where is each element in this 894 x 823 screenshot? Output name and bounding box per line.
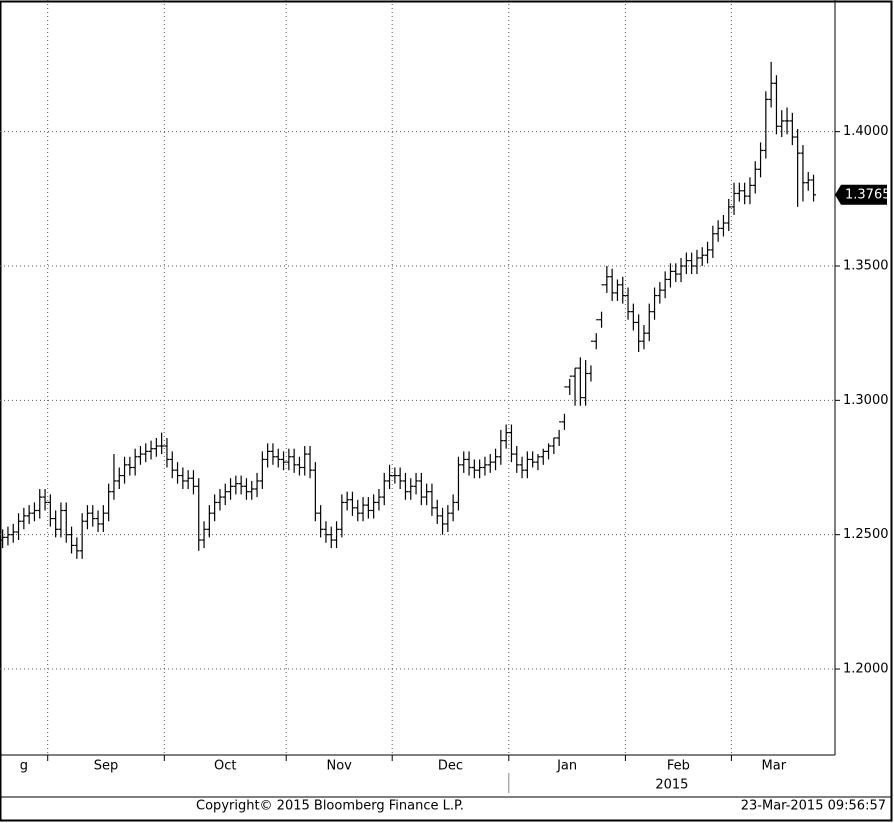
x-tick-label: Nov [327, 759, 353, 774]
x-tick-label: Mar [762, 759, 787, 774]
y-tick-label: 1.2000 [843, 662, 889, 677]
last-price-label: 1.3765 [845, 187, 891, 202]
copyright: Copyright© 2015 Bloomberg Finance L.P. [196, 799, 464, 814]
x-tick-label: g [20, 759, 28, 774]
x-tick-label: Dec [438, 759, 463, 774]
y-tick-label: 1.3500 [843, 258, 889, 273]
timestamp: 23-Mar-2015 09:56:57 [741, 799, 886, 814]
y-tick-label: 1.4000 [843, 124, 889, 139]
x-tick-label: Feb [667, 759, 690, 774]
y-tick-label: 1.3000 [843, 393, 889, 408]
x-tick-label: Jan [556, 759, 577, 774]
x-tick-label: Oct [214, 759, 236, 774]
last-price-tag [835, 184, 887, 205]
year-label: 2015 [655, 778, 688, 793]
y-tick-label: 1.2500 [843, 527, 889, 542]
x-tick-label: Sep [94, 759, 119, 774]
